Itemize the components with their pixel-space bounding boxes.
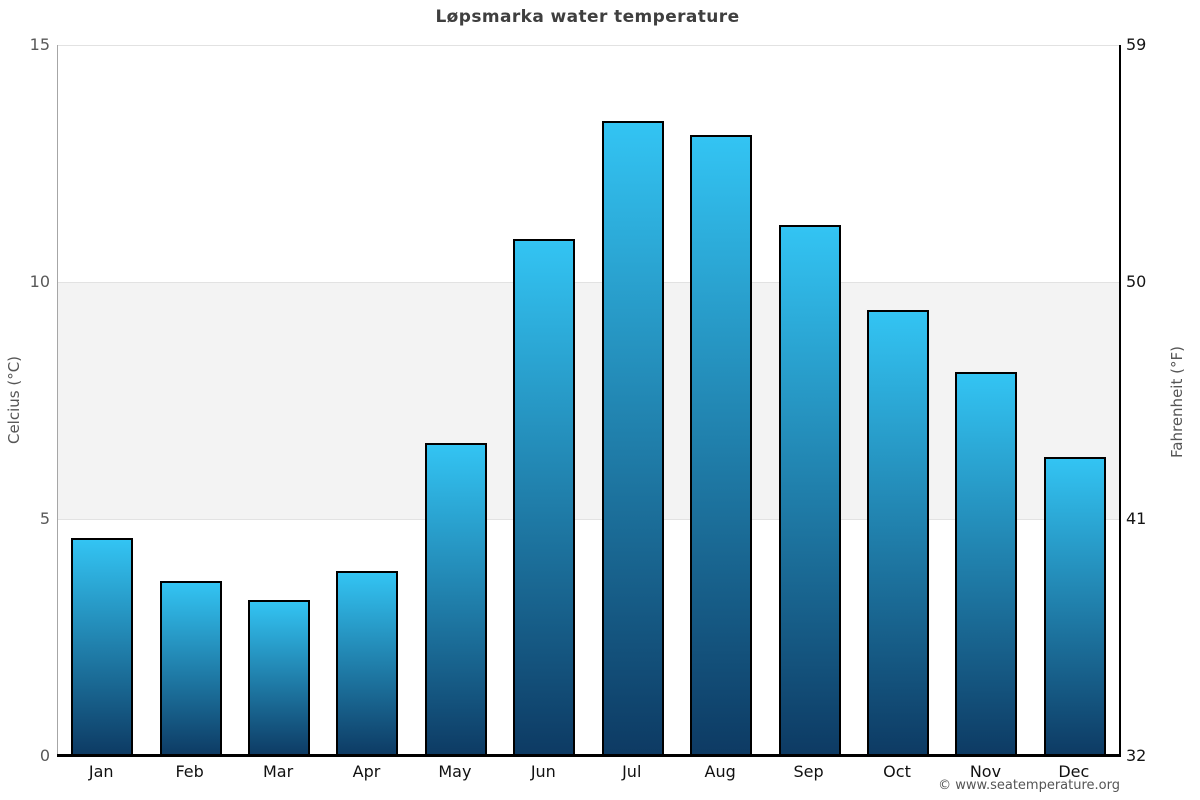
y-tick-celsius-5: 5 — [39, 509, 50, 528]
y-tick-fahrenheit-50: 50 — [1126, 272, 1147, 291]
x-tick-aug: Aug — [704, 762, 736, 781]
x-tick-sep: Sep — [793, 762, 824, 781]
x-axis-ticks: Jan Feb Mar Apr May Jun Jul Aug Sep Oct Nov Dec — [57, 762, 1118, 781]
x-tick-feb: Feb — [175, 762, 204, 781]
highlight-band — [58, 282, 1119, 519]
gridline-5 — [58, 519, 1119, 520]
y-tick-celsius-15: 15 — [29, 35, 50, 54]
bar-mar — [248, 599, 311, 756]
x-tick-dec: Dec — [1058, 762, 1090, 781]
x-tick-jun: Jun — [530, 762, 556, 781]
x-tick-jan: Jan — [88, 762, 114, 781]
bar-jun — [513, 239, 576, 756]
bar-slot-jan — [58, 45, 146, 756]
bar-apr — [336, 571, 399, 756]
bar-oct — [867, 310, 929, 756]
bar-sep — [778, 225, 841, 756]
chart-title: Løpsmarka water temperature — [435, 7, 740, 27]
y-axis-label-celsius: Celcius (°C) — [5, 355, 23, 445]
bar-slot-apr — [323, 45, 411, 756]
bar-slot-nov — [942, 45, 1030, 756]
x-axis-line — [57, 754, 1121, 757]
x-tick-may: May — [438, 762, 472, 781]
y-tick-celsius-0: 0 — [39, 746, 50, 765]
x-tick-apr: Apr — [352, 762, 381, 781]
copyright-credit: © www.seatemperature.org — [938, 778, 1120, 793]
bar-slot-jul — [589, 45, 677, 756]
y-tick-fahrenheit-32: 32 — [1126, 746, 1147, 765]
bar-jan — [71, 537, 134, 756]
bar-jul — [601, 120, 664, 756]
bar-aug — [690, 135, 753, 756]
bar-slot-sep — [765, 45, 853, 756]
bar-feb — [159, 580, 222, 756]
y-tick-fahrenheit-41: 41 — [1126, 509, 1147, 528]
bar-slot-aug — [677, 45, 765, 756]
x-tick-nov: Nov — [969, 762, 1002, 781]
bar-slot-dec — [1031, 45, 1119, 756]
y-tick-fahrenheit-59: 59 — [1126, 35, 1147, 54]
bar-nov — [955, 372, 1018, 756]
plot-area — [57, 45, 1121, 757]
gridline-15 — [58, 45, 1119, 46]
bar-slot-may — [412, 45, 500, 756]
bar-dec — [1043, 457, 1106, 756]
bar-slot-feb — [146, 45, 234, 756]
x-tick-mar: Mar — [262, 762, 294, 781]
gridline-10 — [58, 282, 1119, 283]
x-tick-jul: Jul — [622, 762, 642, 781]
y-axis-label-fahrenheit: Fahrenheit (°F) — [1168, 346, 1186, 458]
bar-slot-oct — [854, 45, 942, 756]
bar-series — [58, 45, 1119, 756]
x-tick-oct: Oct — [883, 762, 911, 781]
bar-may — [424, 443, 487, 756]
bar-slot-jun — [500, 45, 588, 756]
y-tick-celsius-10: 10 — [29, 272, 50, 291]
bar-slot-mar — [235, 45, 323, 756]
